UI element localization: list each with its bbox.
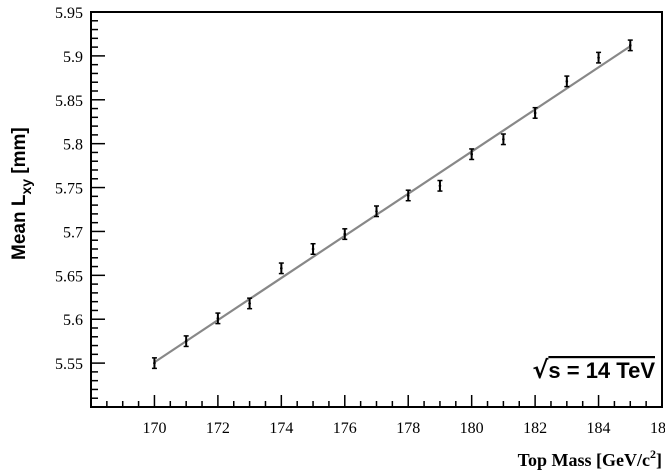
x-tick-label: 178 [396,420,420,437]
data-point [533,111,537,115]
y-tick-label: 5.7 [63,224,83,241]
x-tick-label: 176 [333,420,357,437]
x-tick-label: 182 [523,420,547,437]
y-tick-label: 5.85 [55,93,83,110]
data-point [438,184,442,188]
data-point [597,56,600,59]
y-tick-label: 5.75 [55,181,83,198]
data-point [628,44,632,47]
x-tick-label: 174 [269,420,293,437]
x-tick-label: 180 [460,420,484,437]
data-point [216,317,220,320]
data-point [375,209,378,213]
x-tick-label: 186 [650,420,665,437]
y-tick-label: 5.6 [63,312,83,329]
data-point [565,80,569,83]
y-tick-label: 5.55 [55,356,83,373]
data-point [311,247,315,251]
plot-area: 170 172 174 176 178 180 182 184 186 5.55 5.6 5.65 5.… [55,5,665,437]
energy-annotation: √s = 14 TeV [532,356,655,384]
y-tick-label: 5.8 [63,137,83,154]
fit-line [153,45,631,364]
x-axis-title: Top Mass [GeV/c2] [518,447,662,470]
data-point [280,267,283,270]
data-point [248,302,251,305]
data-point [470,152,473,156]
y-tick-label: 5.65 [55,268,83,285]
data-point [184,339,188,343]
y-axis-title: Mean Lxy [mm] [9,127,34,260]
y-tick-label: 5.95 [55,5,83,22]
data-point [502,137,505,141]
data-point [343,232,347,236]
x-tick-label: 170 [142,420,166,437]
data-point [406,194,410,197]
x-tick-label: 172 [206,420,230,437]
y-tick-label: 5.9 [63,49,83,66]
data-point [153,361,156,365]
x-tick-label: 184 [587,420,611,437]
